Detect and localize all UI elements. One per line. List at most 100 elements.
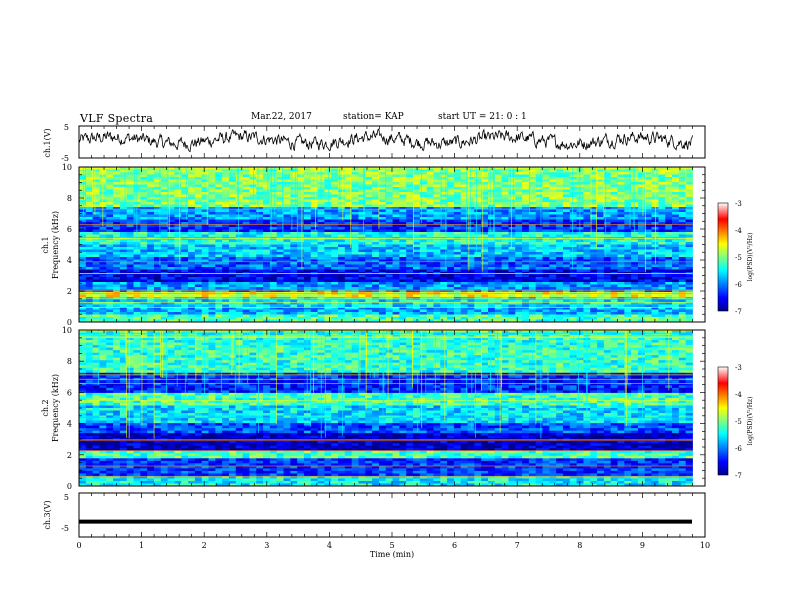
spectrogram-cell — [310, 182, 318, 185]
spectrogram-cell — [269, 192, 278, 195]
spectrogram-cell — [515, 234, 523, 238]
spectrogram-cell — [651, 279, 659, 283]
spectrogram-cell — [603, 224, 612, 228]
spectrogram-cell — [399, 267, 407, 270]
spectrogram-cell — [351, 252, 359, 255]
spectrogram-cell — [133, 282, 141, 285]
spectrogram-cell — [569, 177, 577, 180]
spectrogram-cell — [528, 282, 537, 285]
spectrogram-cell — [263, 277, 271, 280]
spectrogram-cell — [583, 264, 591, 268]
spectrogram-cell — [610, 194, 618, 198]
spectrogram-cell — [672, 284, 680, 288]
spectrogram-cell — [222, 262, 230, 265]
spectrogram-cell — [508, 262, 516, 265]
spectrogram-cell — [460, 264, 468, 268]
spectrogram-cell — [85, 204, 94, 208]
spectrogram-cell — [208, 192, 216, 195]
spectrogram-cell — [378, 267, 387, 270]
spectrogram-cell — [515, 269, 523, 273]
spectrogram-cell — [467, 282, 475, 285]
spectrogram-cell — [372, 299, 380, 303]
spectrogram-cell — [501, 262, 509, 265]
spectrogram-cell — [494, 269, 503, 273]
spectrogram-cell — [494, 234, 503, 238]
spectrogram-cell — [562, 294, 571, 298]
spectrogram-cell — [181, 172, 189, 175]
spectrogram-cell — [85, 282, 94, 285]
spectrogram-cell — [365, 174, 373, 178]
spectrogram-cell — [174, 222, 182, 225]
spectrogram-cell — [263, 302, 271, 305]
spectrogram-cell — [92, 239, 100, 243]
spectrogram-cell — [406, 219, 414, 223]
spectrogram-cell — [85, 287, 94, 290]
spectrogram-cell — [372, 284, 380, 288]
spectrogram-cell — [140, 224, 148, 228]
spectrogram-cell — [235, 187, 243, 190]
spectrogram-cell — [92, 264, 100, 268]
spectrogram-cell — [392, 232, 400, 235]
spectrogram-cell — [222, 204, 230, 208]
spectrogram-cell — [385, 217, 393, 220]
spectrogram-cell — [562, 247, 571, 250]
spectrogram-cell — [481, 252, 489, 255]
spectrogram-cell — [331, 202, 339, 205]
spectrogram-cell — [215, 224, 223, 228]
spectrogram-cell — [358, 197, 366, 200]
spectrogram-cell — [399, 279, 407, 283]
spectrogram-cell — [242, 187, 250, 190]
spectrogram-cell — [140, 184, 148, 188]
spectrogram-cell — [617, 299, 625, 303]
spectrogram-cell — [303, 222, 312, 225]
spectrogram-cell — [263, 182, 271, 185]
spectrogram-cell — [372, 234, 380, 238]
spectrogram-cell — [644, 234, 652, 238]
spectrogram-cell — [597, 264, 605, 268]
spectrogram-cell — [569, 277, 577, 280]
spectrogram-cell — [126, 199, 134, 203]
spectrogram-cell — [597, 209, 605, 213]
spectrogram-cell — [140, 234, 148, 238]
spectrogram-cell — [92, 194, 100, 198]
spectrogram-cell — [263, 239, 271, 243]
spectrogram-cell — [331, 262, 339, 265]
spectrogram-cell — [269, 229, 278, 233]
spectrogram-cell — [215, 209, 223, 213]
spectrogram-cell — [631, 289, 639, 293]
spectrogram-cell — [453, 257, 462, 260]
spectrogram-cell — [85, 254, 94, 258]
spectrogram-cell — [372, 187, 380, 190]
spectrogram-cell — [467, 207, 475, 210]
spectrogram-cell — [249, 289, 257, 293]
spectrogram-cell — [140, 174, 148, 178]
spectrogram-cell — [283, 264, 291, 268]
spectrogram-cell — [406, 202, 414, 205]
spectrogram-cell — [174, 299, 182, 303]
spectrogram-cell — [303, 254, 312, 258]
spectrogram-cell — [126, 217, 134, 220]
spectrogram-cell — [583, 212, 591, 215]
spectrogram-cell — [126, 182, 134, 185]
spectrogram-cell — [665, 279, 673, 283]
spectrogram-cell — [79, 304, 87, 308]
spectrogram-cell — [106, 214, 114, 218]
spectrogram-cell — [583, 197, 591, 200]
spectrogram-cell — [92, 282, 100, 285]
spectrogram-cell — [167, 289, 175, 293]
spectrogram-cell — [515, 264, 523, 268]
spectrogram-cell — [597, 199, 605, 203]
spectrogram-cell — [522, 199, 530, 203]
spectrogram-cell — [672, 227, 680, 230]
spectrogram-cell — [678, 179, 687, 183]
spectrogram-cell — [351, 239, 359, 243]
spectrogram-cell — [79, 234, 87, 238]
spectrogram-cell — [433, 244, 441, 248]
spectrogram-cell — [331, 219, 339, 223]
spectrogram-cell — [365, 259, 373, 263]
spectrogram-cell — [433, 264, 441, 268]
spectrogram-cell — [685, 177, 693, 180]
spectrogram-cell — [276, 257, 284, 260]
spectrogram-cell — [522, 302, 530, 305]
spectrogram-cell — [637, 287, 646, 290]
